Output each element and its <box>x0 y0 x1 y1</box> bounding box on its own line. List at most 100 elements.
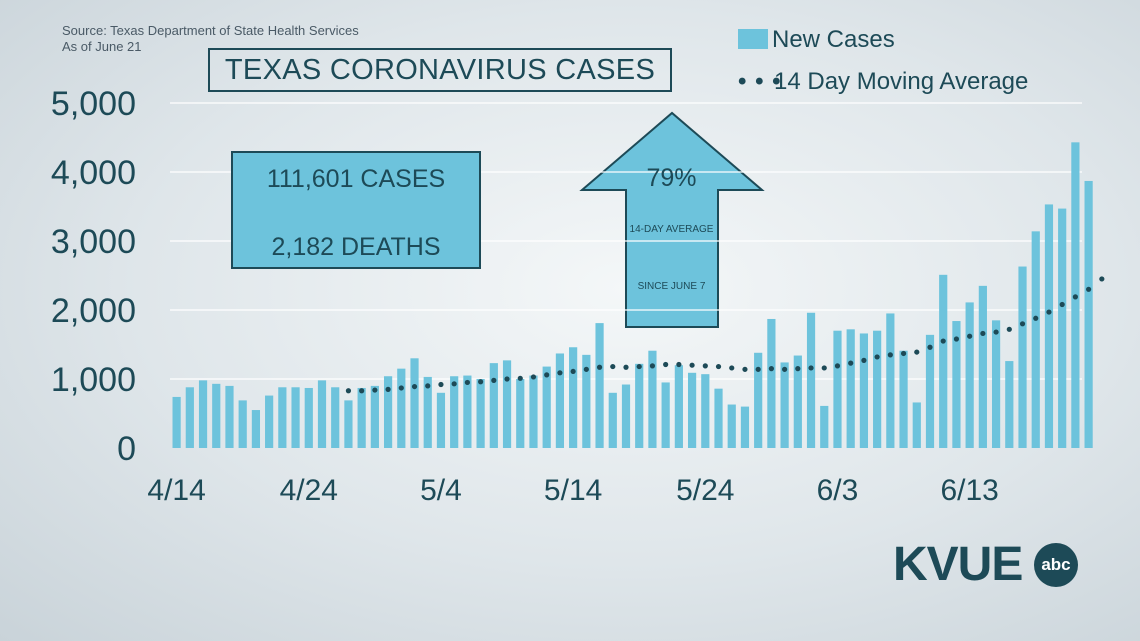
bar-4/29 <box>370 385 379 448</box>
bar-5/18 <box>621 384 631 448</box>
avg-dot-6/17 <box>1019 321 1026 327</box>
bar-5/31 <box>793 355 802 448</box>
bar-5/7 <box>476 379 485 448</box>
bar-4/25 <box>317 380 327 448</box>
bar-6/15 <box>991 320 1001 448</box>
legend-item-moving-average: • • •14 Day Moving Average <box>738 68 1028 96</box>
avg-dot-6/13 <box>967 333 973 339</box>
y-tick-label: 3,000 <box>51 223 136 261</box>
bar-6/14 <box>978 285 987 448</box>
legend-swatch-dots: • • • <box>738 68 782 95</box>
bar-5/6 <box>463 375 472 448</box>
avg-dot-5/29 <box>768 366 774 372</box>
bar-5/8 <box>489 363 498 448</box>
bar-4/21 <box>265 395 274 448</box>
bar-6/4 <box>846 329 855 448</box>
stats-box: 111,601 CASES 2,182 DEATHS <box>231 151 481 269</box>
avg-dot-5/21 <box>663 361 669 368</box>
bar-5/3 <box>423 376 432 448</box>
bar-6/5 <box>859 333 869 448</box>
legend-swatch-bars <box>738 29 768 49</box>
abc-badge: abc <box>1034 543 1078 587</box>
x-tick-label: 5/14 <box>544 474 602 507</box>
bar-5/21 <box>661 382 670 448</box>
bar-6/12 <box>952 321 961 448</box>
y-tick-label: 2,000 <box>51 292 136 330</box>
chart-title: TEXAS CORONAVIRUS CASES <box>208 48 672 92</box>
bar-5/5 <box>450 376 459 448</box>
source-note: Source: Texas Department of State Health… <box>62 23 359 38</box>
bar-4/22 <box>278 387 287 448</box>
avg-dot-5/6 <box>464 379 470 386</box>
avg-dot-6/8 <box>900 350 907 357</box>
avg-dot-5/19 <box>636 363 642 370</box>
bar-5/11 <box>529 375 538 448</box>
avg-dot-6/4 <box>848 360 854 366</box>
avg-dot-6/5 <box>861 357 867 363</box>
x-tick-label: 6/3 <box>817 474 859 507</box>
bar-6/18 <box>1031 231 1040 448</box>
avg-dot-6/14 <box>980 330 986 337</box>
bar-6/3 <box>833 330 842 448</box>
avg-dot-5/23 <box>689 362 695 368</box>
arrow-label-average: 14-DAY AVERAGE <box>629 224 714 235</box>
avg-dot-4/29 <box>372 387 378 393</box>
avg-dot-5/3 <box>425 383 431 389</box>
bar-6/16 <box>1005 361 1014 448</box>
avg-dot-5/9 <box>504 376 510 382</box>
avg-dot-5/5 <box>451 381 457 387</box>
bar-5/24 <box>701 374 710 448</box>
bar-4/15 <box>185 387 194 448</box>
avg-dot-5/26 <box>729 365 735 371</box>
bar-undefined <box>1084 180 1093 448</box>
avg-dot-6/9 <box>914 349 920 355</box>
bar-5/22 <box>674 365 683 448</box>
avg-dot-5/14 <box>570 368 576 375</box>
bar-4/19 <box>238 400 247 448</box>
bar-6/1 <box>806 312 816 448</box>
legend-label-moving-average: 14 Day Moving Average <box>774 68 1029 95</box>
avg-dot-6/12 <box>953 336 960 342</box>
avg-dot-5/1 <box>398 385 404 391</box>
bar-6/11 <box>939 274 948 448</box>
avg-dot-5/31 <box>795 366 801 372</box>
y-tick-label: 1,000 <box>51 361 136 399</box>
x-tick-label: 4/14 <box>147 474 205 507</box>
bar-6/17 <box>1018 266 1027 448</box>
arrow-percent: 79% <box>646 164 697 192</box>
avg-dot-5/11 <box>530 374 537 380</box>
avg-dot-5/30 <box>782 366 788 372</box>
arrow-label-since: SINCE JUNE 7 <box>637 281 706 292</box>
avg-dot-5/27 <box>742 366 748 372</box>
avg-dot-5/22 <box>676 361 682 368</box>
avg-dot-6/19 <box>1046 309 1052 315</box>
avg-dot-4/30 <box>385 386 391 392</box>
avg-dot-6/11 <box>940 338 946 344</box>
bar-5/25 <box>714 388 723 448</box>
avg-dot-6/2 <box>821 365 827 371</box>
avg-dot-6/21 <box>1072 294 1078 300</box>
as-of-note: As of June 21 <box>62 39 142 54</box>
bar-5/15 <box>582 354 591 448</box>
avg-dot-5/20 <box>649 363 656 369</box>
kvue-logo: KVUE abc <box>893 540 1083 590</box>
bar-5/4 <box>436 392 446 448</box>
bar-4/14 <box>172 396 181 448</box>
bar-5/23 <box>687 372 697 448</box>
bar-6/2 <box>820 405 829 448</box>
avg-dot-4/28 <box>359 388 365 394</box>
bar-5/10 <box>516 379 525 448</box>
bar-5/1 <box>397 368 406 448</box>
avg-dot-5/25 <box>715 363 722 370</box>
y-tick-label: 0 <box>117 430 136 468</box>
bar-4/28 <box>357 387 366 448</box>
bar-5/20 <box>648 350 657 448</box>
avg-dot-5/4 <box>438 381 444 388</box>
avg-dot-5/24 <box>702 363 708 369</box>
legend-label-new-cases: New Cases <box>772 26 895 53</box>
bar-5/28 <box>754 352 763 448</box>
bar-5/27 <box>740 406 750 448</box>
bar-4/24 <box>304 387 313 448</box>
avg-dot-6/10 <box>927 344 933 350</box>
bar-4/26 <box>331 387 340 448</box>
